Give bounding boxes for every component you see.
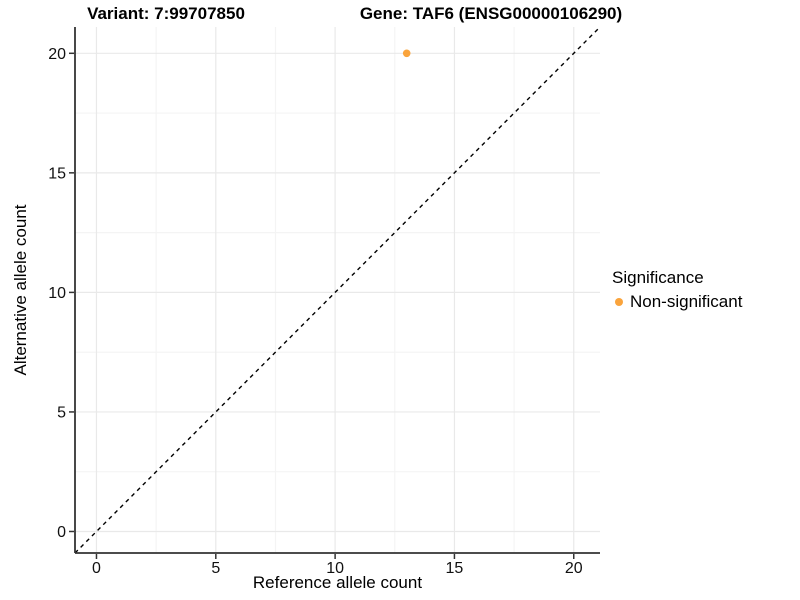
legend: Significance Non-significant [612, 268, 742, 312]
x-tick-label: 20 [565, 560, 583, 577]
gene-title: Gene: TAF6 (ENSG00000106290) [359, 4, 623, 23]
y-axis-title: Alternative allele count [11, 204, 30, 376]
x-tick-label: 15 [446, 560, 464, 577]
identity-line [74, 26, 601, 554]
legend-point-swatch-icon [615, 298, 623, 306]
y-tick-label: 20 [48, 46, 66, 63]
x-tick-label: 10 [326, 560, 344, 577]
y-tick-label: 5 [57, 404, 66, 421]
variant-title: Variant: 7:99707850 [87, 4, 245, 23]
data-point [402, 49, 411, 58]
legend-title: Significance [612, 268, 704, 287]
y-tick-label: 10 [48, 285, 66, 302]
x-axis-title: Reference allele count [252, 573, 423, 592]
legend-item-non-significant: Non-significant [612, 292, 742, 312]
legend-item-label: Non-significant [630, 292, 743, 311]
y-tick-label: 0 [57, 524, 66, 541]
y-tick-label: 15 [48, 165, 66, 182]
x-tick-label: 5 [211, 560, 220, 577]
x-tick-label: 0 [92, 560, 101, 577]
